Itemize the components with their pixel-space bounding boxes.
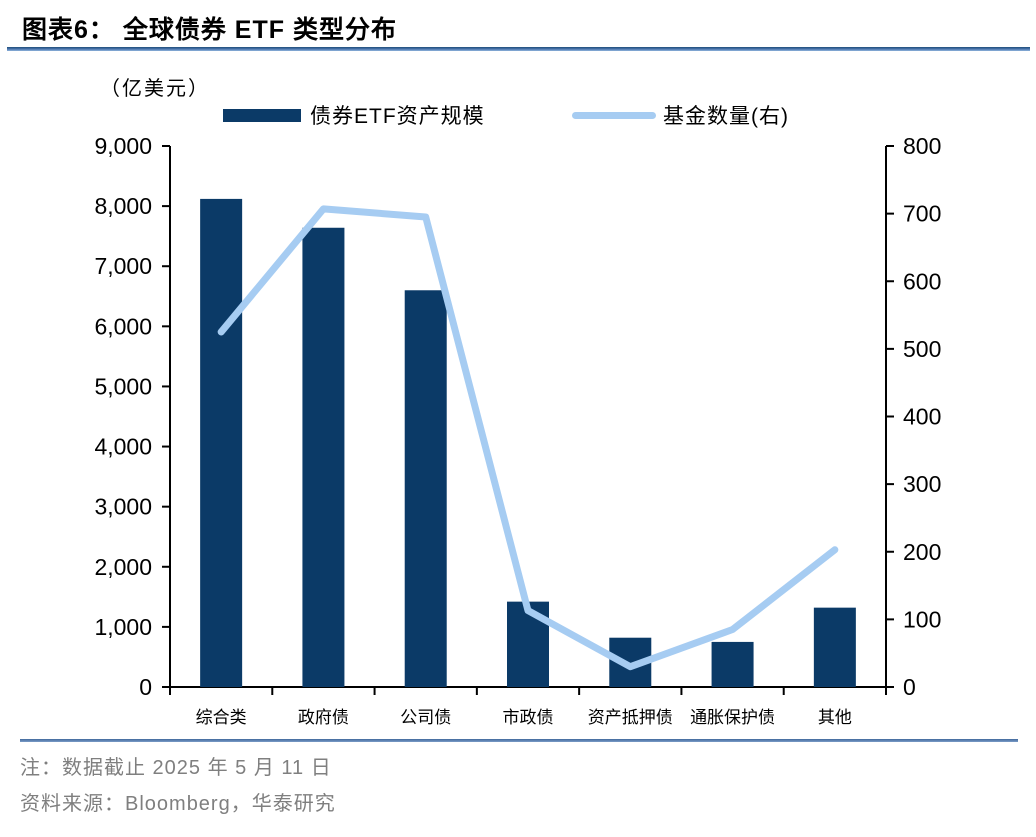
bar (404, 290, 447, 687)
line-series (217, 205, 839, 671)
bar (200, 198, 243, 688)
category-label: 政府债 (298, 708, 349, 727)
category-label: 市政债 (503, 708, 554, 727)
legend-line-swatch (572, 112, 656, 119)
footer-divider (20, 739, 1018, 742)
legend-line-series-label: 基金数量(右) (663, 105, 789, 128)
legend-bar-series-label: 债券ETF资产规模 (310, 105, 485, 128)
left-axis-tick-label: 7,000 (94, 253, 152, 279)
legend-bar-swatch (223, 109, 301, 122)
chart-title: 图表6： 全球债券 ETF 类型分布 (22, 16, 397, 44)
left-axis-tick-label: 9,000 (94, 133, 152, 159)
left-axis-tick-label: 4,000 (94, 434, 152, 460)
left-axis-tick-label: 6,000 (94, 313, 152, 339)
left-axis-tick-label: 5,000 (94, 373, 152, 399)
right-axis-tick-label: 300 (903, 471, 941, 497)
category-label: 通胀保护债 (690, 708, 775, 727)
right-axis-tick-label: 0 (903, 674, 916, 700)
bar (813, 607, 856, 687)
right-axis-tick-label: 400 (903, 404, 941, 430)
source-text: 资料来源：Bloomberg，华泰研究 (20, 793, 336, 815)
left-axis-tick-label: 1,000 (94, 614, 152, 640)
left-axis-tick-label: 0 (139, 674, 152, 700)
category-label: 其他 (818, 708, 852, 727)
left-axis-tick-label: 8,000 (94, 193, 152, 219)
right-axis-tick-label: 700 (903, 201, 941, 227)
bar (302, 227, 345, 688)
left-axis-tick-label: 2,000 (94, 554, 152, 580)
category-label: 公司债 (400, 708, 451, 727)
title-underline (7, 47, 1030, 51)
left-axis-unit-label: （亿美元） (100, 78, 210, 100)
bar (711, 641, 754, 687)
category-label: 资产抵押债 (588, 708, 673, 727)
right-axis-tick-label: 500 (903, 336, 941, 362)
left-axis-tick-label: 3,000 (94, 494, 152, 520)
right-axis-tick-label: 600 (903, 268, 941, 294)
note-text: 注：数据截止 2025 年 5 月 11 日 (20, 757, 332, 779)
right-axis-tick-label: 800 (903, 133, 941, 159)
category-label: 综合类 (196, 708, 247, 727)
right-axis-tick-label: 100 (903, 606, 941, 632)
right-axis-tick-label: 200 (903, 539, 941, 565)
